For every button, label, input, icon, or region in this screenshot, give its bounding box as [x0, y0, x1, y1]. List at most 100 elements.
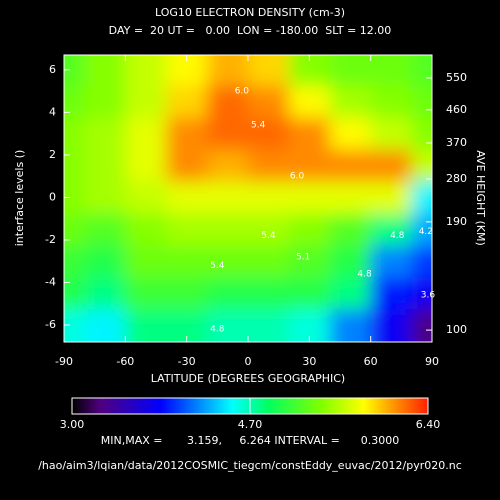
field-cell [288, 181, 331, 214]
field-cell [207, 277, 249, 310]
contour-label: 3.6 [421, 291, 436, 301]
x-tick-label: -90 [55, 355, 73, 368]
field-cell [125, 309, 167, 342]
field-clip [64, 55, 432, 342]
field-cell [166, 85, 208, 119]
field-cell [329, 55, 372, 87]
field-cell [288, 117, 331, 151]
x-tick-label: -30 [178, 355, 196, 368]
field-cell [248, 85, 290, 119]
field-cell [64, 181, 85, 214]
field-cell [125, 149, 167, 182]
field-cell [207, 245, 249, 278]
field-cell [125, 85, 167, 119]
field-cell [370, 85, 413, 119]
field-cell [125, 213, 167, 246]
y-tick-label: 0 [49, 190, 56, 203]
field-cell [329, 181, 372, 214]
contour-label: 5.4 [210, 261, 225, 271]
x-tick-label: 90 [425, 355, 439, 368]
stats: MIN,MAX = 3.159, 6.264 INTERVAL = 0.3000 [101, 434, 400, 447]
field-cell [84, 277, 126, 310]
field-cell [248, 117, 290, 151]
colorbar-tick-label: 3.00 [60, 418, 85, 431]
y-tick-label: 2 [49, 148, 56, 161]
field-cell [125, 277, 167, 310]
contour-label: 5.4 [261, 231, 276, 241]
field-cell [125, 245, 167, 278]
field-cell [64, 117, 85, 151]
colorbar-tick-label: 4.70 [238, 418, 263, 431]
field-cell [84, 245, 126, 278]
x-tick-label: -60 [116, 355, 134, 368]
field-cell [329, 213, 372, 246]
field-cell [370, 149, 413, 182]
field-cell [248, 55, 290, 87]
field [64, 55, 432, 342]
field-cell [84, 55, 126, 87]
x-tick-label: 60 [364, 355, 378, 368]
field-cell [84, 85, 126, 119]
field-cell [370, 309, 413, 342]
y-tick-label: -2 [45, 233, 56, 246]
field-cell [84, 117, 126, 151]
field-cell [125, 181, 167, 214]
field-cell [329, 245, 372, 278]
field-cell [207, 149, 249, 182]
field-cell [84, 309, 126, 342]
field-cell [248, 277, 290, 310]
field-cell [166, 117, 208, 151]
field-cell [329, 85, 372, 119]
field-cell [248, 149, 290, 182]
y2-tick-label: 460 [446, 103, 467, 116]
x-axis-label: LATITUDE (DEGREES GEOGRAPHIC) [151, 372, 345, 385]
field-cell [207, 85, 249, 119]
footer: /hao/aim3/lqian/data/2012COSMIC_tiegcm/c… [38, 459, 462, 472]
field-cell [207, 55, 249, 87]
contour-label: 4.8 [210, 325, 225, 335]
y2-tick-label: 280 [446, 172, 467, 185]
chart-title: LOG10 ELECTRON DENSITY (cm-3) [155, 6, 345, 19]
y2-tick-label: 190 [446, 215, 467, 228]
y2-tick-label: 100 [446, 323, 467, 336]
field-cell [207, 181, 249, 214]
contour-labels: 5.4 5.4 6.0 6.0 5.4 5.1 4.8 4.8 4.8 4.2 3.6 [210, 87, 435, 335]
field-cell [288, 213, 331, 246]
field-cell [125, 55, 167, 87]
field-cell [411, 277, 432, 310]
contour-label: 4.8 [357, 269, 372, 279]
field-cell [288, 55, 331, 87]
contour-label: 4.2 [419, 227, 433, 237]
field-cell [411, 117, 432, 151]
field-cell [288, 277, 331, 310]
field-cell [84, 213, 126, 246]
field-cell [329, 309, 372, 342]
field-cell [207, 309, 249, 342]
field-cell [207, 213, 249, 246]
contour-label: 5.1 [296, 252, 310, 262]
field-cell [166, 245, 208, 278]
y-tick-label: -4 [45, 275, 56, 288]
field-cell [288, 245, 331, 278]
y-tick-label: 4 [49, 105, 56, 118]
field-cell [64, 309, 85, 342]
y2-tick-label: 370 [446, 136, 467, 149]
field-cell [248, 213, 290, 246]
field-cell [64, 213, 85, 246]
field-cell [370, 55, 413, 87]
field-cell [64, 149, 85, 182]
field-cell [411, 149, 432, 182]
colorbar-tick-label: 6.40 [416, 418, 441, 431]
field-cell [370, 117, 413, 151]
contour-label: 6.0 [235, 87, 250, 97]
field-cell [84, 149, 126, 182]
field-cell [370, 181, 413, 214]
field-cell [166, 55, 208, 87]
field-cell [329, 117, 372, 151]
y2-tick-label: 550 [446, 71, 467, 84]
y2-axis-label: AVE HEIGHT (KM) [474, 150, 487, 246]
chart-subtitle: DAY = 20 UT = 0.00 LON = -180.00 SLT = 1… [109, 24, 392, 37]
contour-label: 6.0 [290, 172, 305, 182]
x-tick-label: 30 [302, 355, 316, 368]
